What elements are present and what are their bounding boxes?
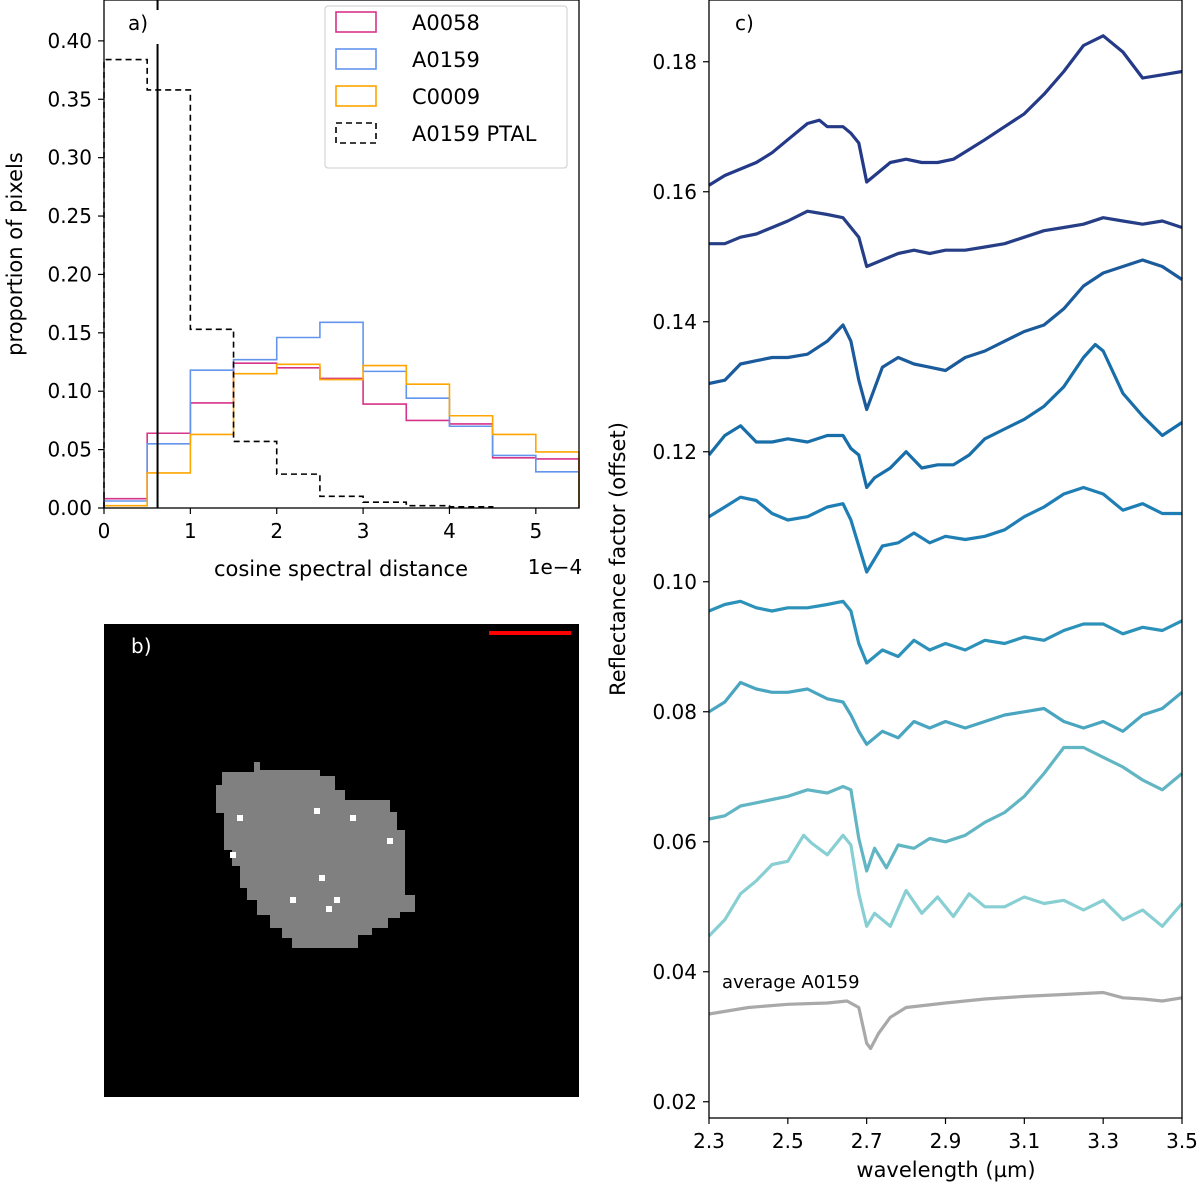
spectrum-line-2 — [708, 745, 1184, 873]
spectrum-line-0 — [708, 990, 1183, 1051]
legend-label: A0159 PTAL — [412, 122, 537, 146]
spectrum-line-9 — [708, 34, 1183, 187]
x-tick-label: 3 — [357, 519, 370, 543]
x-tick-label: 3.5 — [1166, 1129, 1198, 1153]
y-tick-label: 0.15 — [47, 321, 92, 345]
histogram-step-line — [103, 321, 580, 508]
y-tick-label: 0.05 — [47, 438, 92, 462]
y-tick-label: 0.04 — [652, 960, 697, 984]
legend-swatch — [335, 122, 377, 144]
mask-image-panel: 1 mm b) — [104, 624, 579, 1097]
panel-b-tag: b) — [131, 634, 152, 658]
spectrum-line-5 — [708, 485, 1182, 574]
y-tick-label: 0.00 — [47, 496, 92, 520]
series-a0058 — [103, 362, 580, 508]
histogram-step-line — [103, 362, 580, 508]
histogram-x-label: cosine spectral distance — [214, 557, 468, 581]
spectrum-line-3 — [708, 680, 1184, 746]
legend-swatch — [335, 85, 377, 107]
spectrum-line-6 — [707, 342, 1183, 490]
histogram-y-label: proportion of pixels — [3, 152, 27, 356]
spectra-frame — [708, 0, 1183, 1119]
spectrum-line-1 — [707, 833, 1184, 938]
panel-a-tag: a) — [128, 11, 148, 35]
x-tick-label: 2.3 — [693, 1129, 725, 1153]
highlight-pixel — [314, 808, 320, 814]
series-a0159-ptal — [103, 58, 494, 508]
x-tick-label: 4 — [443, 519, 456, 543]
y-tick-label: 0.30 — [47, 146, 92, 170]
x-tick-label: 2.5 — [772, 1129, 804, 1153]
highlight-pixel — [290, 897, 296, 903]
y-tick-label: 0.10 — [47, 379, 92, 403]
legend-label: A0159 — [412, 48, 480, 72]
legend-swatch — [335, 11, 377, 33]
highlight-pixel — [237, 815, 243, 821]
x-tick-label: 2.9 — [930, 1129, 962, 1153]
highlight-pixel — [230, 852, 236, 858]
y-tick-label: 0.12 — [652, 440, 697, 464]
series-c0009 — [103, 363, 580, 508]
panel-c-tag: c) — [735, 11, 754, 35]
highlight-pixel — [387, 838, 393, 844]
y-tick-label: 0.10 — [652, 570, 697, 594]
y-tick-label: 0.20 — [47, 262, 92, 286]
y-tick-label: 0.35 — [47, 87, 92, 111]
x-tick-label: 1 — [184, 519, 197, 543]
legend-swatch — [335, 48, 377, 70]
y-tick-label: 0.08 — [652, 700, 697, 724]
x-tick-label: 3.1 — [1008, 1129, 1040, 1153]
legend-label: A0058 — [412, 11, 480, 35]
x-multiplier-label: 1e−4 — [528, 555, 583, 579]
grain-mask — [216, 762, 415, 948]
highlight-pixel — [326, 906, 332, 912]
y-tick-label: 0.02 — [652, 1090, 697, 1114]
legend-label: C0009 — [412, 85, 480, 109]
x-tick-label: 0 — [98, 519, 111, 543]
histogram-panel: 0 1 2 3 4 5 0.00 0.05 0.10 0.15 0.20 0.25 0.30 0.35 0… — [3, 0, 582, 581]
scale-bar-label: 1 mm — [500, 646, 561, 670]
histogram-step-line — [103, 363, 580, 508]
y-tick-label: 0.16 — [652, 180, 697, 204]
histogram-frame — [103, 0, 580, 509]
x-tick-label: 2.7 — [851, 1129, 883, 1153]
spectra-x-label: wavelength (µm) — [856, 1158, 1035, 1182]
x-tick-label: 5 — [529, 519, 542, 543]
y-tick-label: 0.18 — [652, 50, 697, 74]
highlight-pixel — [350, 815, 356, 821]
series-a0159 — [103, 321, 580, 508]
histogram-step-line — [103, 58, 494, 508]
highlight-pixels — [230, 808, 393, 912]
spectrum-line-4 — [708, 599, 1183, 665]
legend-frame — [324, 5, 568, 169]
spectrum-line-7 — [708, 258, 1183, 412]
spectra-panel: 2.3 2.5 2.7 2.9 3.1 3.3 3.5 0.02 0.04 0.06 0.08 0.… — [606, 0, 1198, 1182]
y-tick-label: 0.40 — [47, 29, 92, 53]
x-tick-label: 3.3 — [1087, 1129, 1119, 1153]
spectrum-line-8 — [709, 209, 1183, 269]
average-label: average A0159 — [722, 972, 860, 993]
y-tick-label: 0.06 — [652, 830, 697, 854]
histogram-legend: A0058 A0159 C0009 A0159 PTAL — [324, 5, 568, 169]
y-tick-label: 0.25 — [47, 204, 92, 228]
highlight-pixel — [334, 897, 340, 903]
y-tick-label: 0.14 — [652, 310, 697, 334]
spectra-y-label: Reflectance factor (offset) — [606, 422, 630, 696]
highlight-pixel — [319, 875, 325, 881]
x-tick-label: 2 — [270, 519, 283, 543]
